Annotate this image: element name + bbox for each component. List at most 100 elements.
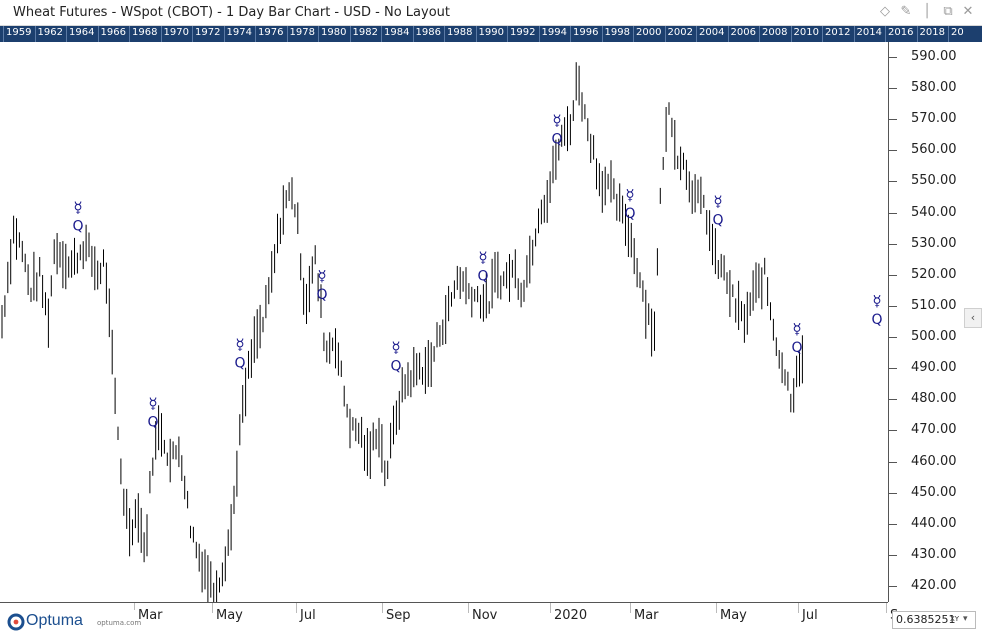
chevron-down-icon[interactable]: ▾ — [963, 614, 968, 624]
mercury-glyph-icon: ☿ — [713, 192, 722, 210]
price-chart[interactable]: ☿ Q ☿ Q ☿ Q ☿ Q ☿ Q ☿ Q ☿ Q ☿ Q ☿ Q ☿ Q ☿ Q — [0, 42, 888, 602]
y-tick — [889, 57, 897, 58]
mercury-glyph-icon: ☿ — [235, 336, 244, 354]
scale-mode[interactable]: XY — [950, 615, 960, 623]
close-icon[interactable]: ✕ — [962, 4, 974, 19]
price-axis[interactable]: 590.00 580.00 570.00 560.00 550.00 540.00 530.… — [888, 42, 982, 602]
optuma-logo-icon — [7, 613, 25, 631]
x-tick-label: May — [216, 608, 243, 623]
annotation-label: Q — [147, 415, 158, 431]
overview-year-label: 1996 — [573, 27, 599, 38]
mercury-glyph-icon: ☿ — [391, 339, 400, 357]
y-tick-label: 420.00 — [911, 578, 957, 593]
overview-year-label: 20 — [951, 27, 964, 38]
overview-year-label: 2008 — [762, 27, 788, 38]
overview-tick — [255, 26, 256, 42]
x-tick-label: Jul — [802, 608, 818, 623]
overview-year-label: 2004 — [699, 27, 725, 38]
x-tick — [550, 603, 551, 613]
overview-timeline[interactable]: 1959 1962 1964 1966 1968 1970 1972 1974 1976 1978… — [0, 26, 982, 42]
overview-tick — [34, 26, 36, 42]
window-titlebar: Wheat Futures - WSpot (CBOT) - 1 Day Bar… — [0, 0, 982, 26]
y-tick-label: 580.00 — [911, 80, 957, 96]
y-tick-label: 430.00 — [911, 546, 957, 562]
y-tick — [889, 523, 897, 525]
overview-tick — [349, 26, 351, 42]
overview-tick — [822, 26, 823, 42]
y-tick — [889, 212, 897, 214]
overview-year-label: 1966 — [100, 27, 126, 38]
y-tick-label: 520.00 — [911, 266, 957, 282]
y-tick — [889, 586, 897, 587]
x-tick-label: Sep — [386, 608, 411, 623]
overview-year-label: 1994 — [541, 27, 567, 38]
overview-tick — [790, 26, 792, 42]
y-tick-label: 470.00 — [911, 422, 957, 438]
expand-panel-button[interactable]: ‹ — [964, 308, 982, 328]
y-tick-label: 510.00 — [911, 297, 957, 313]
scale-box[interactable]: 0.6385251 XY ▾ — [892, 611, 976, 629]
mercury-glyph-icon: ☿ — [148, 395, 157, 413]
mercury-glyph-icon: ☿ — [872, 292, 881, 310]
overview-year-label: 2002 — [667, 27, 693, 38]
y-tick — [889, 492, 897, 494]
y-tick — [889, 243, 897, 245]
y-tick-label: 480.00 — [911, 391, 957, 407]
y-tick — [889, 430, 897, 432]
y-tick — [889, 305, 897, 307]
y-tick — [889, 368, 897, 370]
overview-year-label: 1968 — [132, 27, 158, 38]
overview-tick — [664, 26, 666, 42]
overview-tick — [948, 26, 949, 42]
overview-tick — [475, 26, 477, 42]
y-tick-label: 440.00 — [911, 515, 957, 531]
overview-tick — [223, 26, 225, 42]
restore-icon[interactable]: ⧉ — [943, 4, 953, 19]
annotation-label: Q — [871, 312, 882, 328]
x-tick-label: Jul — [300, 608, 316, 623]
overview-year-label: 1982 — [352, 27, 378, 38]
overview-year-label: 1998 — [604, 27, 630, 38]
annotation-label: Q — [791, 340, 802, 356]
overview-tick — [3, 26, 4, 42]
x-tick — [886, 603, 887, 613]
overview-year-label: 1970 — [163, 27, 189, 38]
annotation-label: Q — [234, 356, 245, 372]
overview-tick — [570, 26, 571, 42]
time-axis[interactable]: MarMayJulSepNov2020MarMayJulS — [0, 602, 898, 635]
overview-year-label: 2000 — [636, 27, 662, 38]
y-tick-label: 460.00 — [911, 453, 957, 469]
annotation-label: Q — [551, 131, 562, 147]
overview-tick — [601, 26, 603, 42]
y-tick — [889, 119, 897, 121]
overview-year-label: 2012 — [825, 27, 851, 38]
overview-year-label: 1980 — [321, 27, 347, 38]
overview-tick — [192, 26, 193, 42]
overview-year-label: 1959 — [6, 27, 32, 38]
y-tick — [889, 181, 897, 183]
x-tick — [212, 603, 213, 613]
mercury-glyph-icon: ☿ — [478, 248, 487, 266]
mercury-glyph-icon: ☿ — [625, 186, 634, 204]
x-tick — [296, 603, 297, 613]
overview-year-label: 1974 — [226, 27, 252, 38]
overview-tick — [853, 26, 855, 42]
y-tick — [889, 88, 897, 90]
y-tick — [889, 461, 897, 463]
separator-icon: │ — [923, 4, 931, 19]
annotation-label: Q — [477, 268, 488, 284]
overview-tick — [381, 26, 382, 42]
overview-tick — [885, 26, 886, 42]
overview-year-label: 1990 — [478, 27, 504, 38]
y-tick — [889, 274, 897, 276]
pin-icon[interactable]: ✎ — [900, 4, 912, 19]
mercury-glyph-icon: ☿ — [792, 320, 801, 338]
annotation-label: Q — [390, 359, 401, 375]
diamond-icon[interactable]: ◇ — [880, 4, 890, 19]
overview-year-label: 2010 — [793, 27, 819, 38]
x-tick — [134, 603, 135, 613]
x-tick-label: May — [720, 608, 747, 623]
overview-tick — [538, 26, 540, 42]
overview-year-label: 2016 — [888, 27, 914, 38]
overview-tick — [412, 26, 414, 42]
